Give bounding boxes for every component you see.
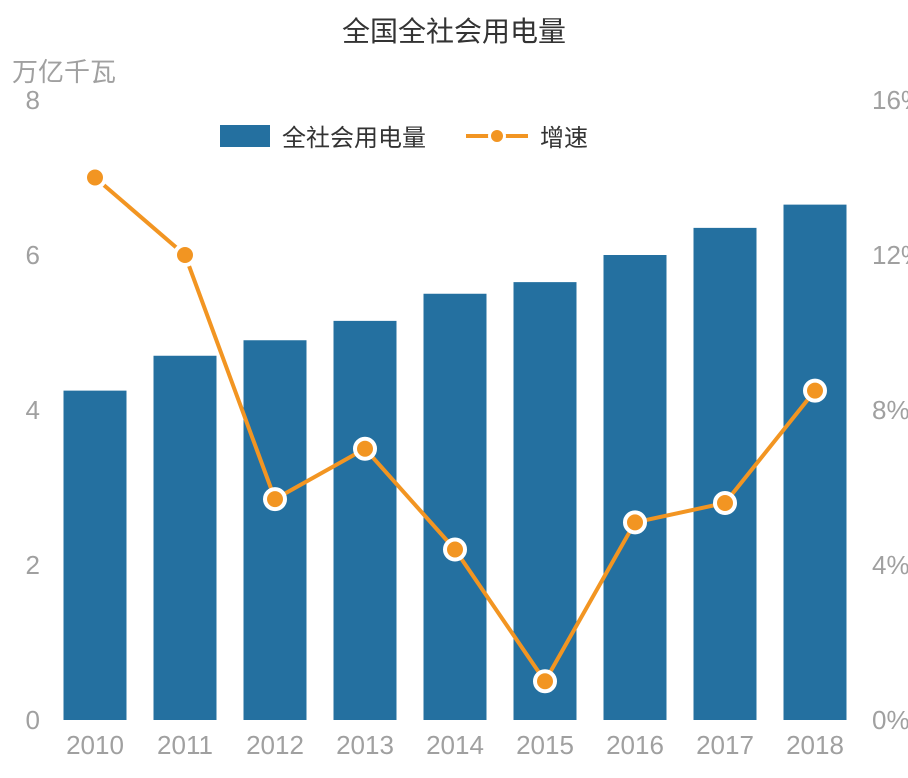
- x-tick-label: 2013: [336, 730, 394, 761]
- x-tick-label: 2014: [426, 730, 484, 761]
- chart-container: 全国全社会用电量 万亿千瓦 全社会用电量 增速 02468 0%4%8%12%1…: [0, 0, 908, 778]
- y1-tick-label: 2: [26, 550, 40, 581]
- y2-tick-label: 16%: [872, 85, 908, 116]
- plot-area: [50, 100, 860, 720]
- x-tick-label: 2017: [696, 730, 754, 761]
- y1-tick-label: 4: [26, 395, 40, 426]
- y1-tick-label: 0: [26, 705, 40, 736]
- y1-tick-label: 6: [26, 240, 40, 271]
- y2-tick-label: 12%: [872, 240, 908, 271]
- x-tick-label: 2015: [516, 730, 574, 761]
- y2-tick-label: 8%: [872, 395, 908, 426]
- x-tick-label: 2012: [246, 730, 304, 761]
- y1-tick-label: 8: [26, 85, 40, 116]
- x-tick-label: 2016: [606, 730, 664, 761]
- y2-tick-label: 4%: [872, 550, 908, 581]
- x-tick-label: 2010: [66, 730, 124, 761]
- y2-tick-label: 0%: [872, 705, 908, 736]
- chart-title: 全国全社会用电量: [0, 10, 908, 50]
- x-tick-label: 2011: [157, 730, 213, 761]
- x-tick-label: 2018: [786, 730, 844, 761]
- y1-axis-unit: 万亿千瓦: [12, 52, 116, 89]
